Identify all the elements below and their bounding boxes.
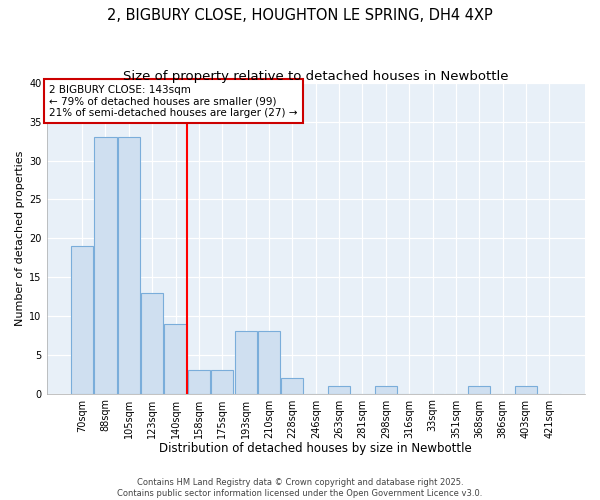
- Bar: [515, 386, 537, 394]
- Bar: [328, 386, 350, 394]
- Bar: [375, 386, 397, 394]
- Bar: [118, 138, 140, 394]
- Bar: [164, 324, 187, 394]
- Text: 2 BIGBURY CLOSE: 143sqm
← 79% of detached houses are smaller (99)
21% of semi-de: 2 BIGBURY CLOSE: 143sqm ← 79% of detache…: [49, 84, 298, 118]
- X-axis label: Distribution of detached houses by size in Newbottle: Distribution of detached houses by size …: [160, 442, 472, 455]
- Text: Contains HM Land Registry data © Crown copyright and database right 2025.
Contai: Contains HM Land Registry data © Crown c…: [118, 478, 482, 498]
- Y-axis label: Number of detached properties: Number of detached properties: [15, 150, 25, 326]
- Bar: [141, 292, 163, 394]
- Bar: [94, 138, 116, 394]
- Bar: [71, 246, 93, 394]
- Text: 2, BIGBURY CLOSE, HOUGHTON LE SPRING, DH4 4XP: 2, BIGBURY CLOSE, HOUGHTON LE SPRING, DH…: [107, 8, 493, 22]
- Bar: [258, 332, 280, 394]
- Title: Size of property relative to detached houses in Newbottle: Size of property relative to detached ho…: [123, 70, 509, 83]
- Bar: [281, 378, 304, 394]
- Bar: [188, 370, 210, 394]
- Bar: [235, 332, 257, 394]
- Bar: [468, 386, 490, 394]
- Bar: [211, 370, 233, 394]
